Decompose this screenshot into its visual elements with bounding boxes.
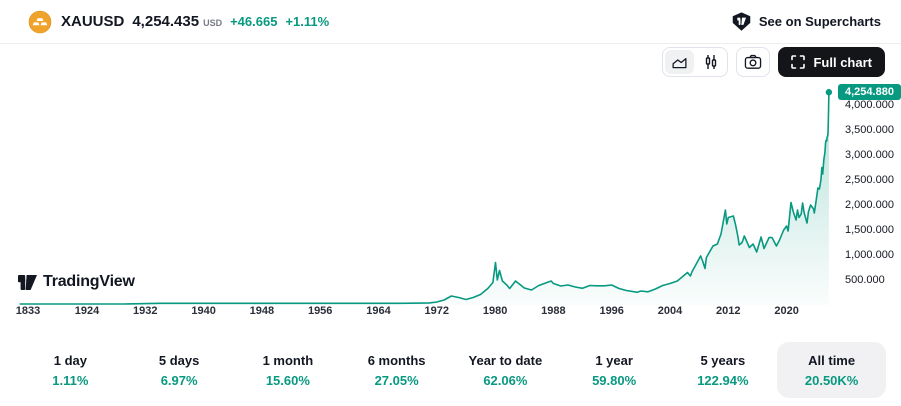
period-tab[interactable]: Year to date 62.06%: [451, 342, 560, 398]
period-change-value: 59.80%: [592, 372, 637, 388]
header: XAUUSD 4,254.435 USD +46.665 +1.11% See …: [0, 0, 901, 44]
time-axis-label: 1996: [599, 305, 624, 317]
supercharts-label: See on Supercharts: [758, 14, 881, 29]
tradingview-shield-icon: [731, 11, 752, 32]
currency-label: USD: [203, 18, 223, 28]
price-change: +46.665: [230, 14, 278, 29]
last-price: 4,254.435: [132, 13, 200, 30]
gold-coin-icon: [28, 10, 52, 34]
time-axis-label: 1932: [133, 305, 158, 317]
fullscreen-icon: [791, 55, 806, 69]
time-axis-label: 1833: [15, 305, 41, 317]
snapshot-camera-button[interactable]: [736, 47, 771, 77]
area-chart-icon[interactable]: [665, 50, 695, 74]
period-change-value: 62.06%: [483, 372, 528, 388]
price-axis-label: 2,000.000: [845, 199, 894, 211]
period-tab[interactable]: 1 year 59.80%: [560, 342, 669, 398]
period-change-value: 1.11%: [52, 372, 89, 388]
period-change-value: 6.97%: [160, 372, 198, 388]
price-axis-label: 3,500.000: [845, 124, 894, 136]
price-chart[interactable]: 4,000.000 3,500.000 3,000.000 2,500.000 2,00…: [0, 44, 901, 330]
price-axis-label: 4,000.000: [845, 99, 894, 111]
time-axis-label: 1948: [249, 305, 275, 317]
tradingview-mark-icon: [18, 274, 37, 291]
full-chart-button[interactable]: Full chart: [778, 47, 885, 77]
period-change-value: 122.94%: [697, 372, 749, 388]
time-axis-label: 2004: [657, 305, 683, 317]
symbol-name: XAUUSD: [61, 13, 125, 30]
period-tab[interactable]: 5 years 122.94%: [669, 342, 778, 398]
period-label: 1 day: [53, 352, 87, 368]
time-axis-label: 1972: [424, 305, 450, 317]
last-price-badge: 4,254.880: [838, 84, 901, 101]
tradingview-logo-text: TradingView: [43, 273, 135, 290]
time-axis-label: 1940: [191, 305, 216, 317]
time-axis-label: 1980: [482, 305, 508, 317]
period-performance-bar: 1 day 1.11% 5 days 6.97% 1 month 15.60% 6 mont…: [16, 342, 886, 398]
period-label: 5 days: [158, 352, 200, 368]
see-on-supercharts-link[interactable]: See on Supercharts: [731, 11, 881, 32]
period-tab[interactable]: 1 day 1.11%: [16, 342, 125, 398]
symbol-info: XAUUSD 4,254.435 USD +46.665 +1.11%: [28, 10, 329, 34]
chart-toolbar: Full chart: [662, 47, 885, 77]
period-tab[interactable]: 6 months 27.05%: [342, 342, 451, 398]
full-chart-label: Full chart: [813, 54, 872, 70]
area-series: [19, 89, 833, 305]
time-axis-label: 1964: [366, 305, 391, 317]
price-axis-label: 500.000: [845, 274, 885, 286]
period-tab[interactable]: All time 20.50K%: [777, 342, 886, 398]
period-label: All time: [808, 352, 856, 368]
time-axis-label: 2012: [716, 305, 741, 317]
period-change-value: 15.60%: [265, 372, 310, 388]
period-change-value: 27.05%: [374, 372, 419, 388]
period-tab[interactable]: 1 month 15.60%: [234, 342, 343, 398]
period-tab[interactable]: 5 days 6.97%: [125, 342, 234, 398]
period-label: 5 years: [700, 352, 746, 368]
price-axis-label: 1,500.000: [845, 224, 894, 236]
price-axis-label: 2,500.000: [845, 174, 894, 186]
time-axis-label: 2020: [774, 305, 799, 317]
price-change-percent: +1.11%: [285, 14, 330, 29]
period-change-value: 20.50K%: [804, 372, 859, 388]
period-label: Year to date: [468, 352, 543, 368]
period-label: 6 months: [367, 352, 426, 368]
chart-type-switcher: [662, 47, 729, 77]
price-axis-label: 1,000.000: [845, 249, 894, 261]
candlestick-icon[interactable]: [696, 50, 725, 74]
tradingview-logo[interactable]: TradingView: [18, 273, 135, 291]
time-axis-label: 1924: [74, 305, 100, 317]
period-label: 1 year: [595, 352, 633, 368]
time-axis-label: 1988: [541, 305, 566, 317]
price-row: XAUUSD 4,254.435 USD +46.665 +1.11%: [61, 13, 329, 30]
time-axis-label: 1956: [307, 305, 333, 317]
price-axis-label: 3,000.000: [845, 149, 894, 161]
period-label: 1 month: [262, 352, 314, 368]
